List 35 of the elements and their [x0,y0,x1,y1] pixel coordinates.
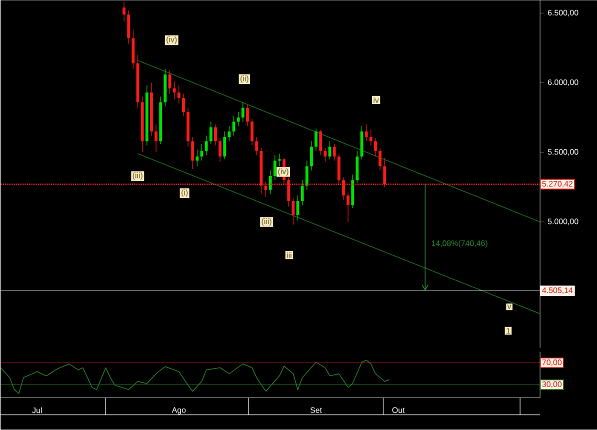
candlestick [172,81,176,100]
candlestick [228,126,231,142]
candlestick [177,85,180,104]
candlestick [223,131,226,160]
candlestick [374,138,377,157]
candlestick [241,102,244,122]
candlestick [218,138,222,162]
candlestick [300,180,304,206]
candlestick [364,124,368,142]
candlestick [369,130,372,146]
candlestick [332,144,336,162]
candlestick [122,2,126,22]
candlestick [319,130,322,156]
candlestick [255,136,258,156]
candlestick [204,135,208,156]
candlestick [273,154,276,181]
candlestick [268,170,272,194]
candlestick [324,148,327,162]
candlestick [214,124,217,146]
candlestick [196,149,199,167]
candlestick [246,104,249,126]
candlestick [182,94,185,117]
candlestick [292,198,295,226]
candlestick [356,150,359,184]
candlestick [191,136,194,170]
candlestick [310,140,313,171]
candlestick [209,122,212,144]
candlestick [346,192,350,222]
candlestick [305,160,308,190]
candlestick [154,124,158,153]
candlestick [127,10,130,44]
candlestick [378,148,382,171]
candlestick [236,112,240,126]
candlestick [314,128,318,152]
candlestick [250,118,254,146]
